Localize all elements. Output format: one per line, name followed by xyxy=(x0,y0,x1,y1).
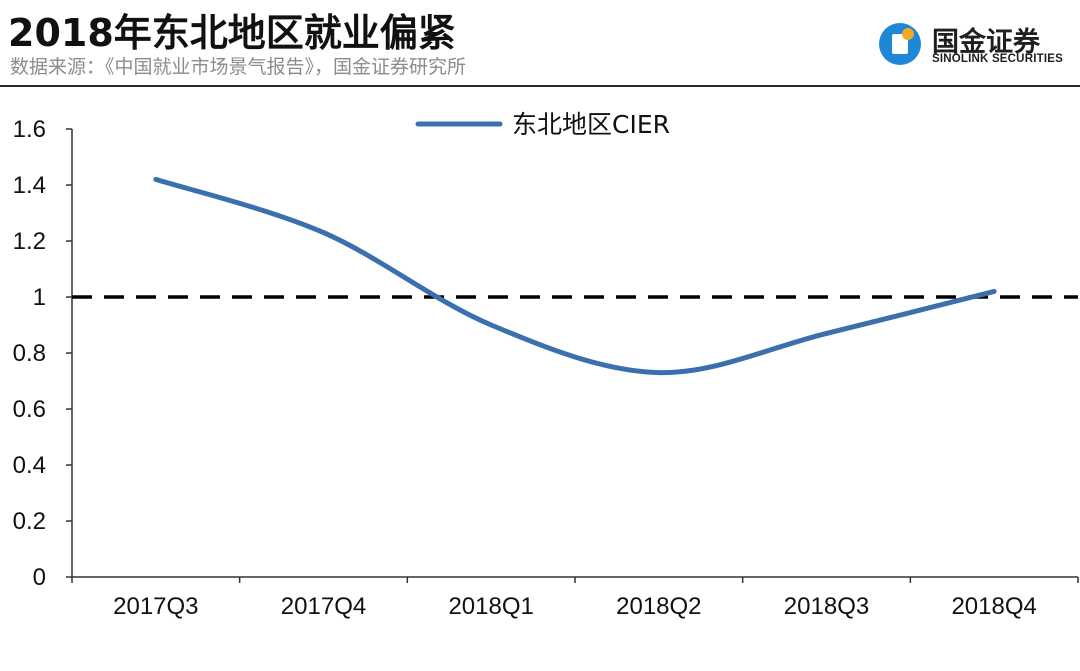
x-tick-label: 2017Q4 xyxy=(281,593,366,620)
x-tick-label: 2018Q1 xyxy=(448,593,533,620)
data-source-note: 数据来源：《中国就业市场景气报告》，国金证券研究所 xyxy=(10,56,467,78)
y-tick-label: 1 xyxy=(33,284,46,311)
logo-name-cn: 国金证券 xyxy=(932,27,1040,58)
series-line xyxy=(153,176,997,376)
y-tick-label: 0.2 xyxy=(13,508,46,535)
logo-name-en: SINOLINK SECURITIES xyxy=(932,53,1063,65)
y-tick-label: 1.2 xyxy=(13,228,46,255)
y-tick-label: 1.6 xyxy=(13,116,46,143)
y-tick-label: 0.6 xyxy=(13,396,46,423)
chart-title: 2018年东北地区就业偏紧 xyxy=(8,11,456,55)
y-tick-label: 0.8 xyxy=(13,340,46,367)
x-tick-label: 2018Q4 xyxy=(951,593,1036,620)
y-tick-label: 1.4 xyxy=(13,172,46,199)
x-tick-label: 2018Q3 xyxy=(784,593,869,620)
y-tick-label: 0 xyxy=(33,564,46,591)
header-divider xyxy=(0,85,1080,87)
company-logo: 国金证券 SINOLINK SECURITIES xyxy=(878,20,1078,70)
x-tick-label: 2018Q2 xyxy=(616,593,701,620)
legend-label: 东北地区CIER xyxy=(512,110,670,139)
y-tick-label: 0.4 xyxy=(13,452,46,479)
sinolink-logo-icon xyxy=(879,23,921,65)
x-tick-label: 2017Q3 xyxy=(113,593,198,620)
